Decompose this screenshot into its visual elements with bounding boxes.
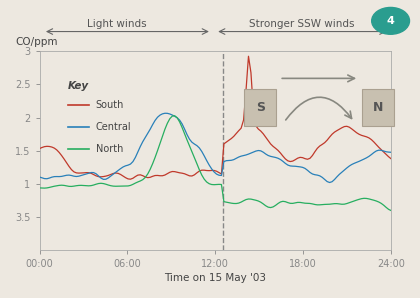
Text: North: North (96, 144, 123, 153)
Text: 4: 4 (387, 16, 394, 26)
FancyBboxPatch shape (244, 89, 276, 126)
Text: Light winds: Light winds (87, 18, 147, 29)
X-axis label: Time on 15 May '03: Time on 15 May '03 (164, 273, 266, 283)
FancyBboxPatch shape (362, 89, 394, 126)
Text: South: South (96, 100, 124, 110)
Text: CO/ppm: CO/ppm (15, 38, 58, 47)
Text: Key: Key (68, 81, 89, 91)
Text: Central: Central (96, 122, 131, 132)
Text: N: N (373, 101, 383, 114)
Text: S: S (256, 101, 265, 114)
Circle shape (372, 7, 410, 34)
Text: Stronger SSW winds: Stronger SSW winds (249, 18, 354, 29)
